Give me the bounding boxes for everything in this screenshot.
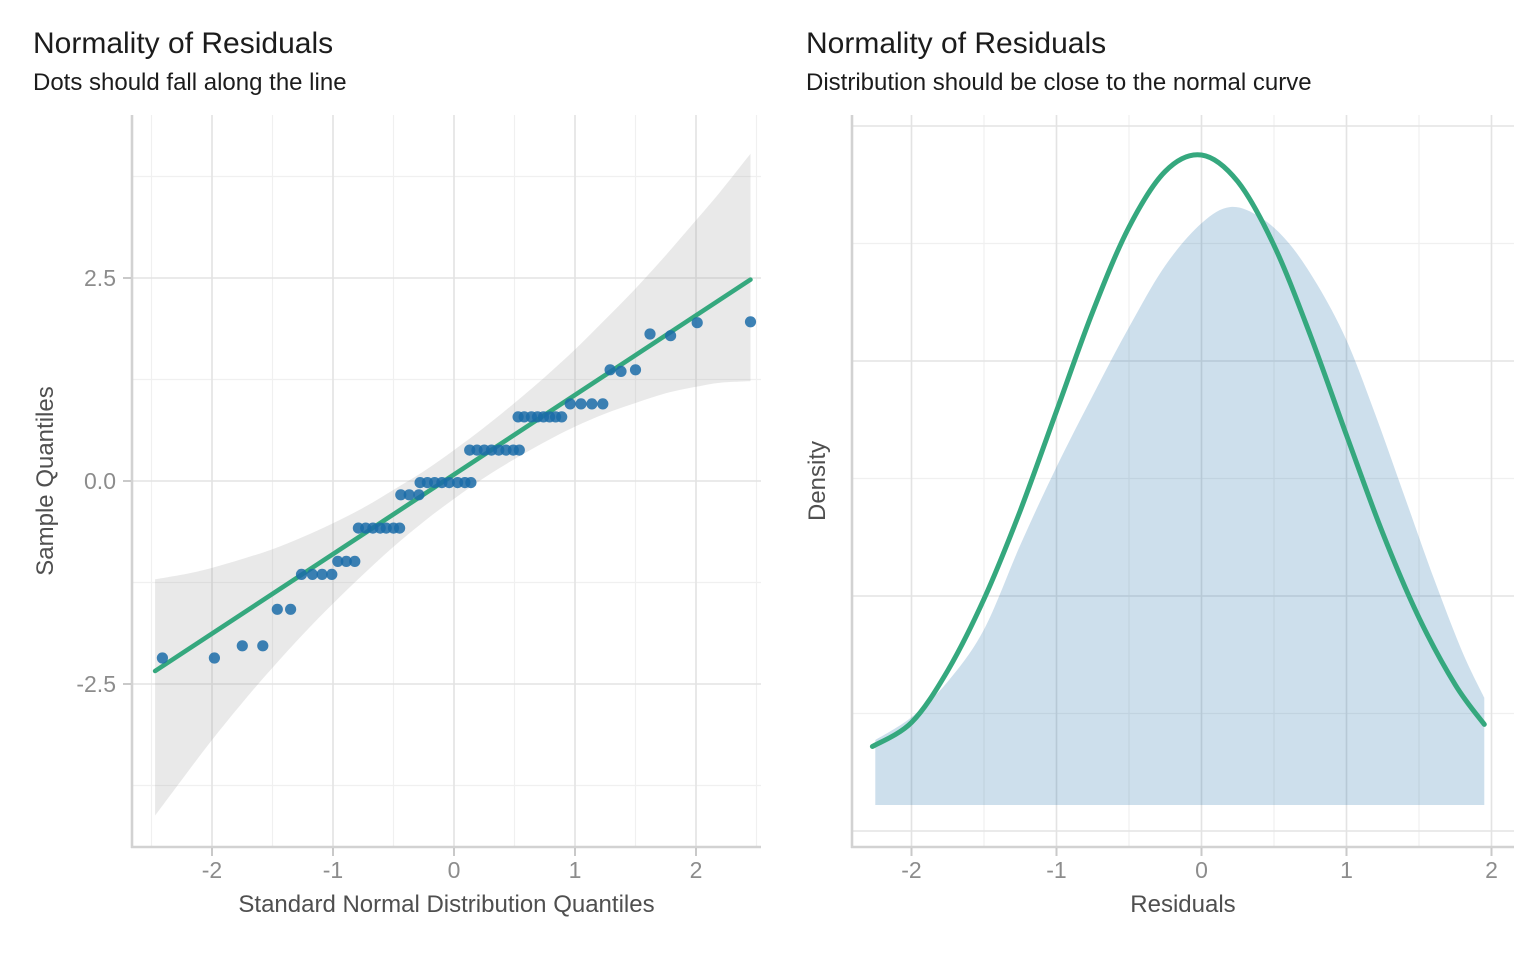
qq-point (575, 398, 587, 410)
qq-point (340, 555, 352, 568)
density-x-tick-label: 2 (1485, 857, 1498, 883)
qq-point (744, 316, 757, 328)
density-x-tick-label: 0 (1195, 857, 1208, 883)
qq-point (332, 555, 344, 568)
qq-point (513, 444, 525, 456)
density-x-tick-label: -1 (1046, 857, 1066, 883)
qq-point (156, 652, 168, 664)
qq-y-tick-label: 2.5 (84, 265, 116, 291)
density-panel: -2 -1 0 1 2 (850, 115, 1514, 883)
qq-x-tick-label: -2 (202, 857, 222, 883)
qq-point (586, 398, 598, 410)
qq-point (465, 477, 477, 489)
qq-point (295, 568, 308, 581)
qq-point (615, 365, 627, 377)
qq-point (326, 568, 338, 581)
qq-plot-subtitle: Dots should fall along the line (33, 69, 347, 96)
density-area (875, 206, 1485, 806)
qq-point (316, 568, 328, 581)
qq-axes: -2 -1 0 1 2 2.5 0.0 -2.5 (76, 115, 761, 883)
qq-y-axis-title: Sample Quantiles (32, 386, 59, 576)
qq-point (306, 568, 318, 581)
qq-point (644, 328, 656, 340)
qq-point (556, 411, 568, 423)
qq-x-tick-label: 1 (569, 857, 582, 883)
density-x-axis-title: Residuals (1130, 891, 1236, 918)
qq-point (403, 489, 415, 501)
qq-point (443, 477, 455, 489)
qq-point (236, 640, 248, 652)
qq-panel: -2 -1 0 1 2 2.5 0.0 -2.5 (76, 115, 761, 883)
density-plot-subtitle: Distribution should be close to the norm… (806, 69, 1312, 96)
density-plot-title: Normality of Residuals (806, 27, 1107, 60)
qq-plot-title: Normality of Residuals (33, 27, 334, 60)
qq-x-tick-label: 2 (690, 857, 703, 883)
qq-point (665, 330, 677, 342)
qq-geoms (152, 153, 757, 816)
qq-y-tick-label: 0.0 (84, 468, 116, 494)
qq-y-tick-label: -2.5 (76, 671, 116, 697)
qq-x-axis-title: Standard Normal Distribution Quantiles (238, 891, 655, 918)
density-axes: -2 -1 0 1 2 (850, 115, 1514, 883)
density-grid (852, 115, 1514, 847)
density-x-tick-label: -2 (901, 857, 921, 883)
qq-point (597, 398, 609, 410)
qq-points (156, 316, 757, 664)
qq-point (604, 364, 616, 376)
qq-point (285, 603, 297, 615)
qq-point (271, 603, 283, 615)
qq-point (413, 489, 425, 501)
qq-point (691, 317, 703, 329)
density-x-tick-label: 1 (1340, 857, 1353, 883)
density-y-axis-title: Density (804, 440, 831, 522)
qq-point (394, 522, 406, 534)
qq-point (395, 489, 407, 501)
qq-point (349, 555, 361, 568)
qq-point (257, 640, 269, 652)
qq-x-tick-label: -1 (323, 857, 343, 883)
qq-point (564, 398, 576, 410)
qq-point (208, 652, 220, 664)
qq-point (629, 364, 642, 376)
density-geoms (869, 152, 1487, 806)
qq-fit-line (152, 277, 753, 674)
qq-x-tick-label: 0 (448, 857, 461, 883)
normal-curve (869, 152, 1487, 749)
